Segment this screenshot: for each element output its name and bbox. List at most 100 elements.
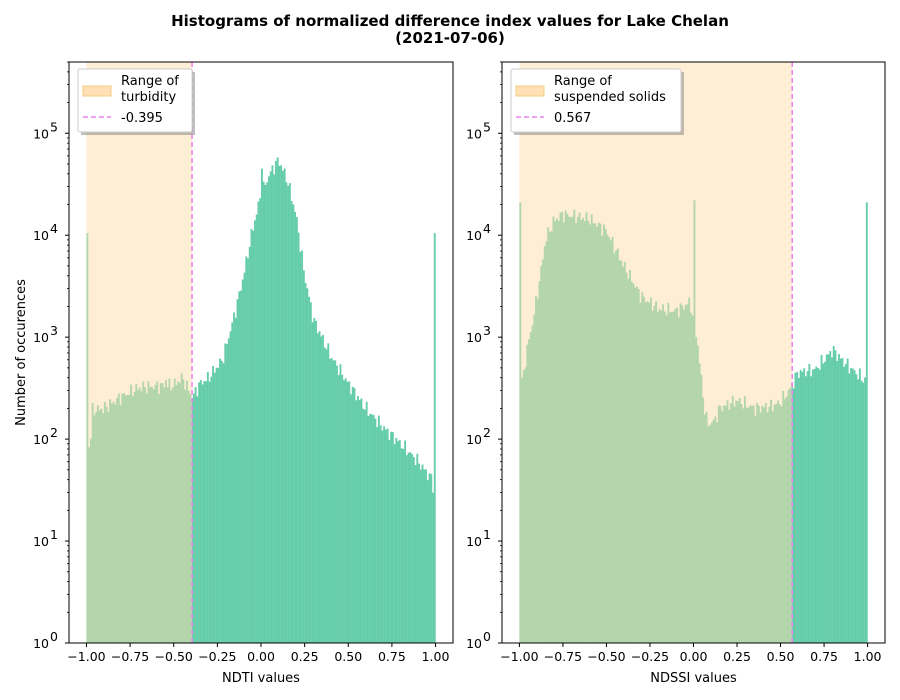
histogram-bar bbox=[285, 182, 288, 643]
histogram-bar bbox=[407, 452, 410, 643]
histogram-bar bbox=[817, 367, 819, 643]
histogram-bar bbox=[234, 317, 237, 643]
histogram-bar bbox=[325, 349, 328, 643]
histogram-bar bbox=[393, 444, 396, 643]
histogram-bar bbox=[353, 388, 356, 643]
histogram-bar bbox=[815, 366, 818, 643]
histogram-bar bbox=[412, 457, 415, 643]
histogram-bar bbox=[796, 371, 799, 643]
histogram-bar bbox=[238, 291, 241, 643]
histogram-bar bbox=[827, 354, 830, 643]
histogram-bar bbox=[350, 394, 352, 643]
histogram-bar bbox=[418, 463, 420, 643]
ndti-legend-box bbox=[77, 68, 193, 133]
histogram-bar bbox=[822, 363, 825, 643]
histogram-bar bbox=[858, 368, 861, 643]
x-tick-label: −1.00 bbox=[67, 649, 105, 664]
histogram-bar bbox=[322, 335, 324, 643]
histogram-bar bbox=[355, 400, 358, 643]
histogram-bar bbox=[383, 426, 386, 643]
histogram-bar bbox=[299, 251, 302, 643]
histogram-bar bbox=[267, 176, 270, 643]
histogram-bar bbox=[390, 431, 393, 643]
histogram-bar bbox=[281, 170, 284, 643]
ndti-legend-threshold-label: -0.395 bbox=[121, 111, 163, 126]
histogram-bar bbox=[337, 375, 340, 643]
y-tick-exponent: 4 bbox=[483, 221, 491, 236]
y-tick-label: 10 bbox=[466, 330, 482, 345]
histogram-bar bbox=[829, 351, 832, 643]
histogram-bar bbox=[379, 425, 382, 643]
histogram-bar bbox=[423, 469, 426, 643]
histogram-bar bbox=[850, 368, 853, 643]
histogram-bar bbox=[266, 182, 269, 643]
histogram-bar bbox=[824, 361, 826, 643]
ndti-legend-range-label-2: turbidity bbox=[121, 90, 177, 105]
histogram-bar bbox=[346, 381, 349, 643]
histogram-bar bbox=[370, 414, 373, 643]
ndssi-plot-area bbox=[519, 62, 868, 643]
y-tick-exponent: 5 bbox=[50, 119, 58, 134]
x-tick-label: 0.00 bbox=[680, 649, 708, 664]
histogram-bar bbox=[271, 165, 274, 643]
ndti-histogram-panel: −1.00 −0.75 −0.50 −0.25 0.00 0.25 0.50 0.75 1.00… bbox=[14, 61, 454, 686]
ndti-x-ticks: −1.00 −0.75 −0.50 −0.25 0.00 0.25 0.50 0.75 1.00 bbox=[67, 643, 450, 664]
histogram-bar bbox=[206, 371, 209, 643]
histogram-bar bbox=[344, 378, 347, 643]
histogram-bar bbox=[411, 454, 414, 643]
histogram-bar bbox=[837, 354, 840, 643]
histogram-bar bbox=[855, 374, 858, 643]
histogram-bar bbox=[841, 358, 844, 643]
y-tick-label: 10 bbox=[33, 126, 49, 141]
ndssi-histogram-panel: −1.00 −0.75 −0.50 −0.25 0.00 0.25 0.50 0.75 1.00… bbox=[466, 61, 886, 686]
histogram-bar bbox=[243, 272, 246, 643]
histogram-bar bbox=[843, 366, 846, 643]
histogram-bar bbox=[810, 376, 813, 643]
histogram-bar bbox=[808, 363, 811, 643]
y-tick-label: 10 bbox=[466, 636, 482, 651]
y-tick-label: 10 bbox=[466, 126, 482, 141]
histogram-bar bbox=[236, 299, 239, 643]
histogram-bar bbox=[348, 381, 351, 643]
histogram-bar bbox=[803, 368, 806, 643]
histogram-bar bbox=[203, 381, 206, 643]
x-tick-label: 0.00 bbox=[247, 649, 275, 664]
histogram-bar bbox=[358, 400, 361, 643]
histogram-bar bbox=[388, 439, 391, 643]
histogram-bar bbox=[425, 469, 427, 643]
histogram-bar bbox=[851, 368, 854, 643]
histogram-bar bbox=[217, 367, 220, 643]
x-tick-label: −0.25 bbox=[198, 649, 236, 664]
histogram-bar bbox=[215, 367, 218, 643]
histogram-bar bbox=[419, 469, 422, 643]
histogram-bar bbox=[369, 413, 372, 643]
histogram-bar bbox=[304, 282, 307, 643]
histogram-bar bbox=[194, 387, 197, 643]
histogram-bar bbox=[245, 256, 248, 643]
ndssi-legend: Range of suspended solids 0.567 bbox=[510, 68, 684, 135]
histogram-bar bbox=[834, 350, 837, 643]
ndssi-x-ticks: −1.00 −0.75 −0.50 −0.25 0.00 0.25 0.50 0.75 1.00 bbox=[500, 643, 882, 664]
histogram-bar bbox=[316, 333, 319, 643]
histogram-bar bbox=[330, 358, 333, 643]
histogram-bar bbox=[315, 320, 318, 643]
ndssi-legend-threshold-label: 0.567 bbox=[554, 111, 591, 126]
histogram-bar bbox=[222, 363, 225, 643]
histogram-bar bbox=[302, 270, 305, 643]
histogram-bar bbox=[318, 331, 321, 643]
histogram-bar bbox=[309, 302, 312, 643]
histogram-bar bbox=[231, 322, 234, 643]
histogram-bar bbox=[362, 408, 365, 643]
histogram-bar bbox=[323, 347, 326, 643]
y-tick-exponent: 3 bbox=[50, 323, 58, 338]
histogram-bar bbox=[278, 165, 281, 643]
histogram-bar bbox=[262, 181, 265, 643]
histogram-bar bbox=[799, 369, 802, 643]
x-tick-label: 1.00 bbox=[422, 649, 450, 664]
histogram-bar bbox=[255, 214, 258, 643]
histogram-bar bbox=[825, 354, 828, 643]
histogram-bar bbox=[280, 165, 283, 643]
histogram-bar bbox=[857, 379, 860, 643]
ndssi-legend-box bbox=[510, 68, 682, 133]
